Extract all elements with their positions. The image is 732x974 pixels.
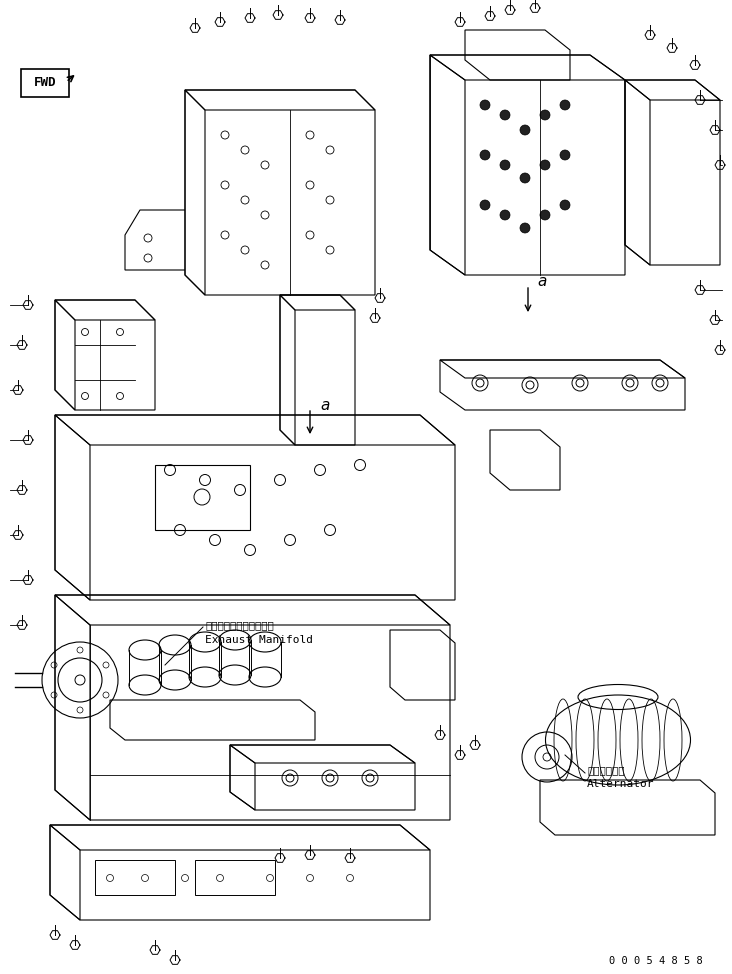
Circle shape [500,110,510,120]
Text: 0 0 0 5 4 8 5 8: 0 0 0 5 4 8 5 8 [609,956,703,966]
Circle shape [540,210,550,220]
Text: FWD: FWD [34,77,56,90]
Text: Alternator: Alternator [587,779,654,789]
Bar [155,465,250,530]
Circle shape [500,160,510,170]
Text: a: a [537,275,546,289]
Bar [195,860,275,895]
Circle shape [480,150,490,160]
Text: エキゾーストマニホルド: エキゾーストマニホルド [205,620,274,630]
Circle shape [520,173,530,183]
Circle shape [480,100,490,110]
Circle shape [560,150,570,160]
Circle shape [500,210,510,220]
Circle shape [520,223,530,233]
Text: a: a [320,398,329,414]
Text: オルタネータ: オルタネータ [587,765,624,775]
Circle shape [540,110,550,120]
Circle shape [560,100,570,110]
Bar [95,860,175,895]
Circle shape [520,125,530,135]
Circle shape [560,200,570,210]
Text: Exhaust Manifold: Exhaust Manifold [205,635,313,645]
Circle shape [480,200,490,210]
Circle shape [540,160,550,170]
